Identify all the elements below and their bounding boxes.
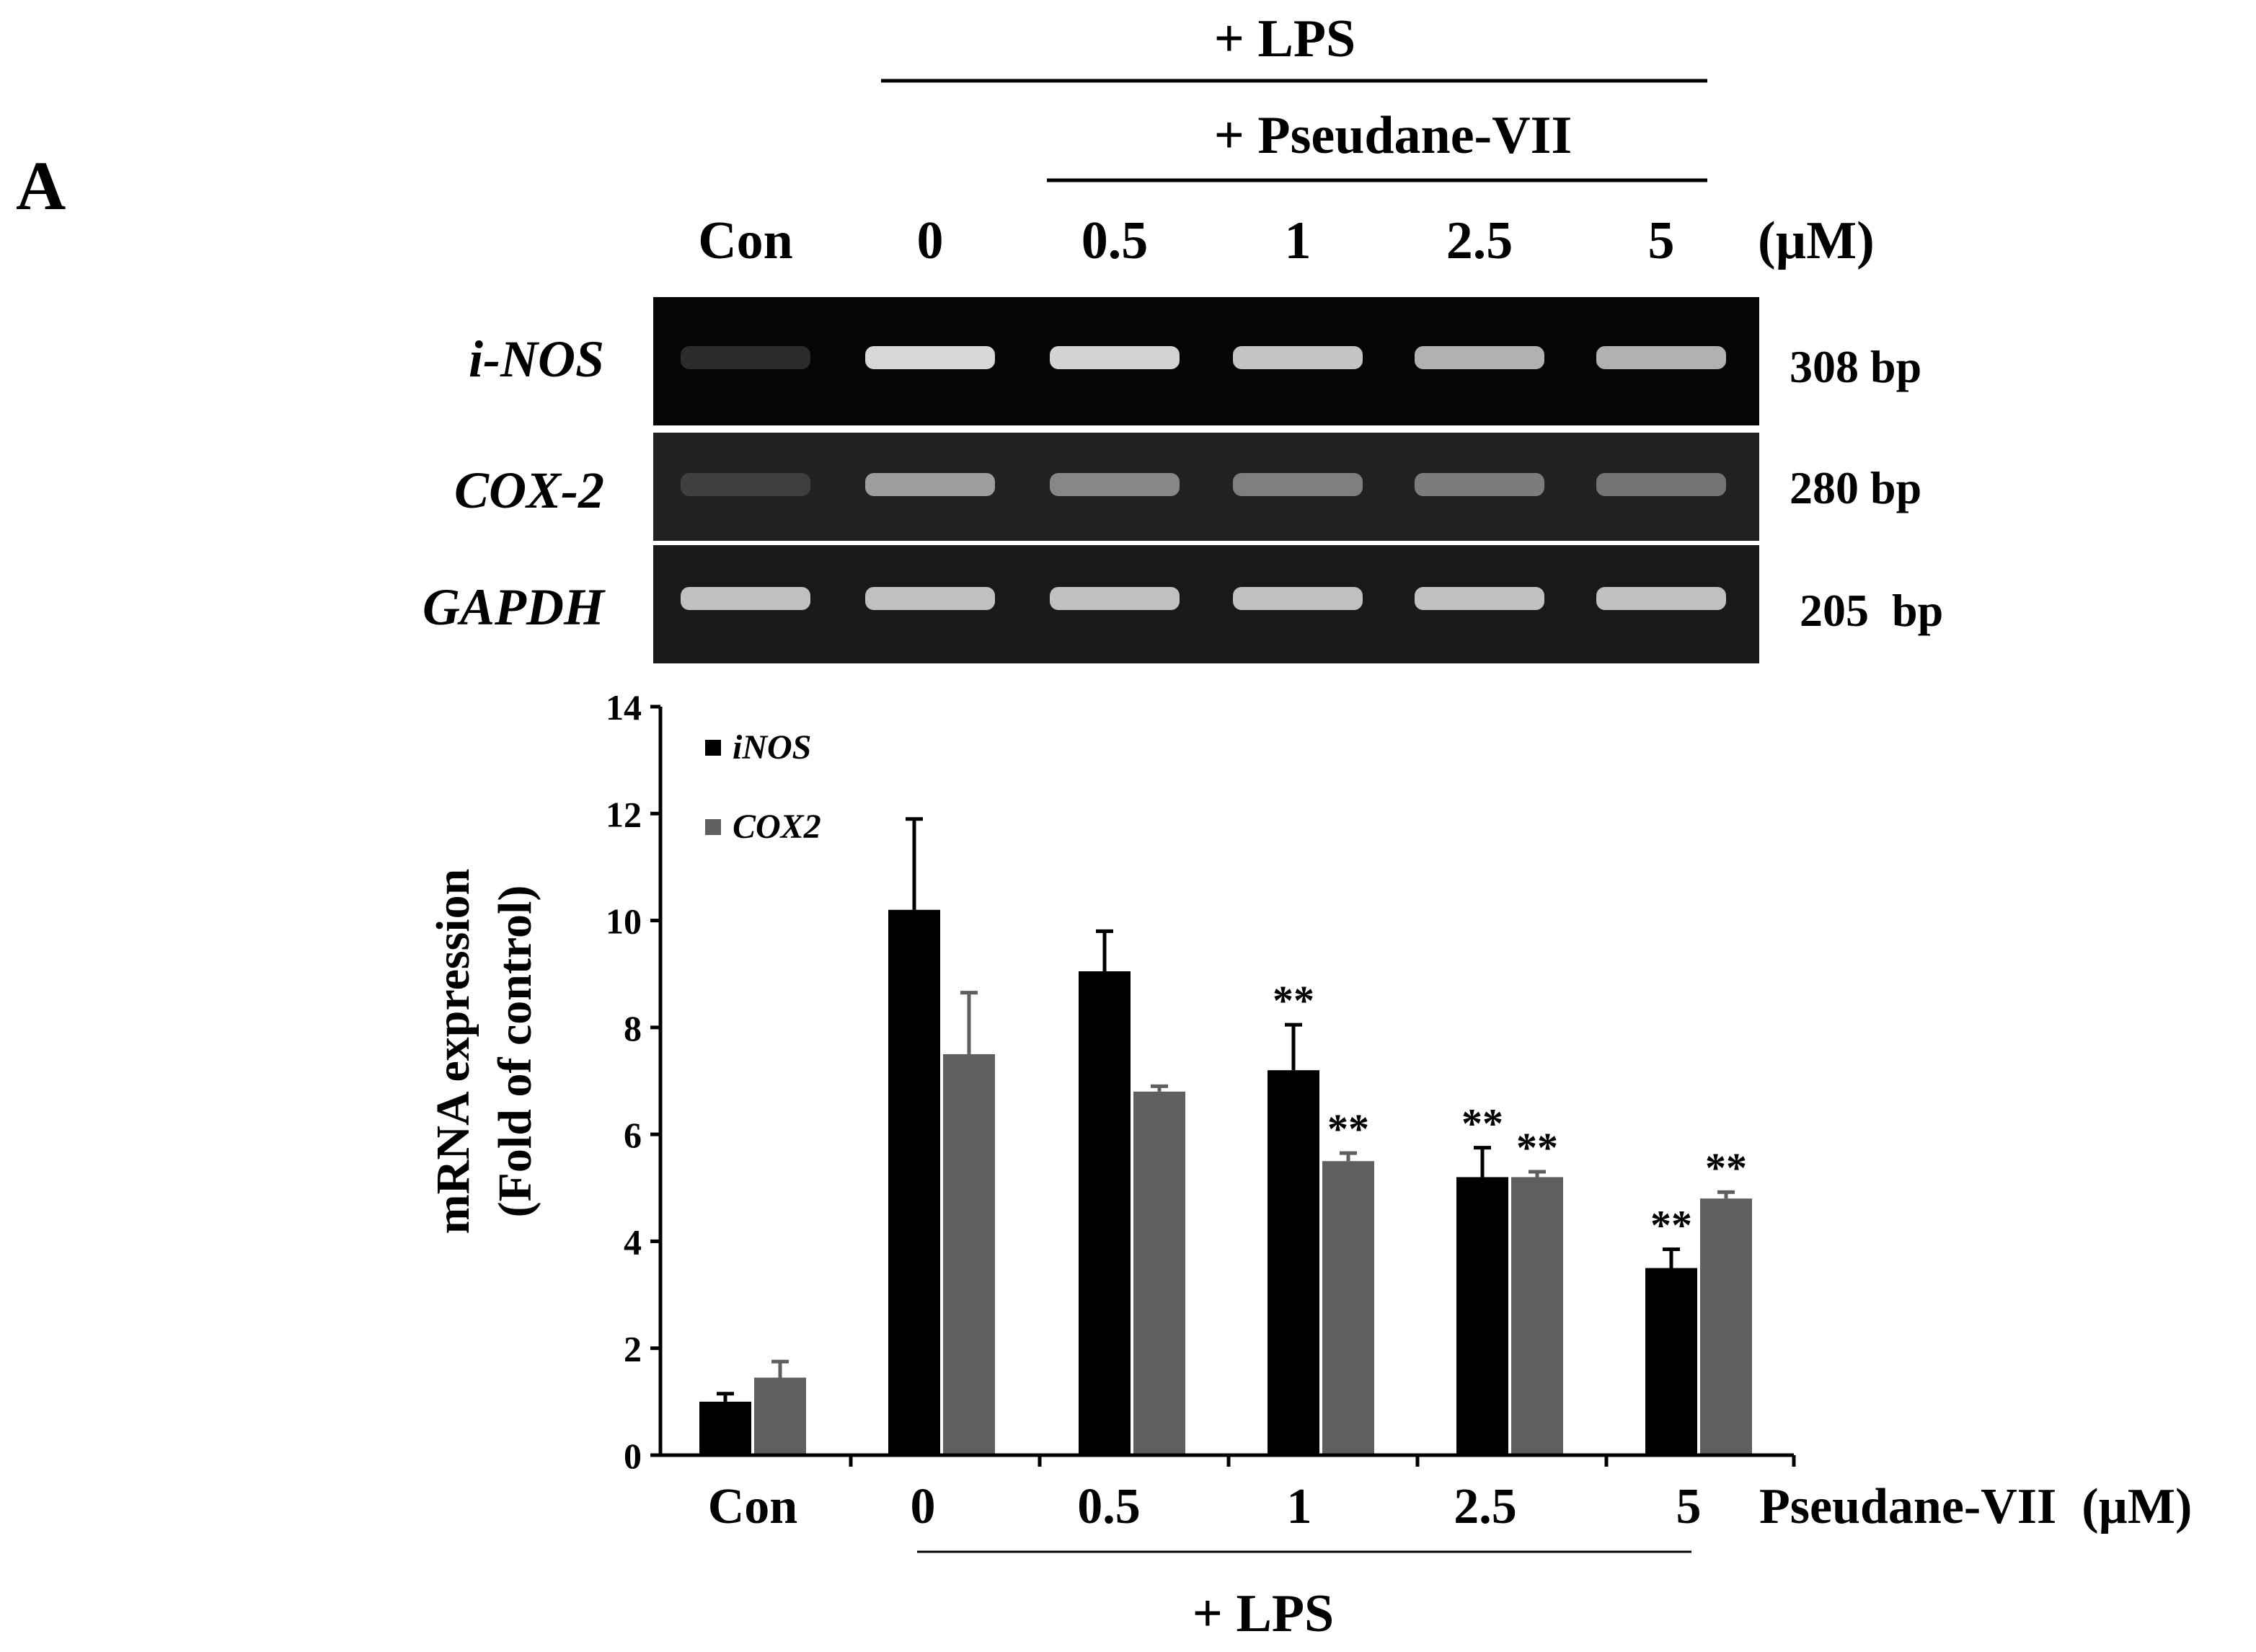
gel-row-gapdh: GAPDH 205 bp xyxy=(423,545,1943,663)
header-unit-label: (µM) xyxy=(1758,211,1875,270)
x-tick-label: 1 xyxy=(1287,1479,1312,1534)
y-tick-label: 6 xyxy=(624,1115,642,1155)
y-axis-label-line1: mRNA expression xyxy=(427,869,479,1234)
lane-label: 1 xyxy=(1285,211,1311,270)
gel-band xyxy=(1596,473,1726,496)
legend-swatch-cox2 xyxy=(705,819,721,835)
x-tick-label: 0 xyxy=(911,1479,936,1534)
y-tick-label: 12 xyxy=(606,794,642,834)
significance-mark: ** xyxy=(1705,1144,1747,1191)
gel-gene-label: GAPDH xyxy=(423,578,606,636)
x-tick-label: 2.5 xyxy=(1454,1479,1517,1534)
y-axis-label-line2: (Fold of control) xyxy=(489,885,541,1218)
gel-size-label: 205 bp xyxy=(1800,585,1943,636)
bar-cox2 xyxy=(1133,1091,1185,1455)
y-tick-label: 0 xyxy=(624,1436,642,1476)
gel-image: i-NOS 308 bp COX-2 280 bp GAPDH 205 bp xyxy=(423,297,1943,663)
gel-header: + LPS + Pseudane-VII Con 0 0.5 1 2.5 5 (… xyxy=(698,9,1875,270)
gel-bands xyxy=(681,587,1726,610)
x-tick-label: Con xyxy=(708,1479,797,1534)
gel-size-label: 308 bp xyxy=(1790,341,1921,392)
y-tick-label: 8 xyxy=(624,1008,642,1048)
gel-row-background xyxy=(653,433,1759,541)
gel-band xyxy=(865,473,995,496)
gel-band xyxy=(681,346,810,369)
bar-cox2 xyxy=(1322,1161,1374,1455)
bar-inos xyxy=(1079,971,1131,1455)
gel-band xyxy=(1050,473,1180,496)
error-bars xyxy=(717,817,1735,1402)
legend-swatch-inos xyxy=(705,740,721,756)
legend-label-cox2: COX2 xyxy=(733,808,821,846)
y-tick-label: 14 xyxy=(606,687,642,728)
lane-label: 0.5 xyxy=(1081,211,1149,270)
x-tick-labels: Con 0 0.5 1 2.5 5 xyxy=(708,1479,1702,1534)
bar-inos xyxy=(1456,1177,1508,1455)
gel-band xyxy=(1415,346,1544,369)
header-treatment-label: + Pseudane-VII xyxy=(1214,106,1572,165)
gel-row-background xyxy=(653,545,1759,663)
significance-mark: ** xyxy=(1650,1202,1692,1249)
bars xyxy=(699,909,1752,1455)
gel-band xyxy=(1415,473,1544,496)
gel-band xyxy=(1233,346,1363,369)
gel-bands xyxy=(681,346,1726,369)
y-tick-label: 10 xyxy=(606,901,642,942)
y-axis: 0 2 4 6 8 10 12 14 xyxy=(606,687,663,1476)
bottom-lps-label: + LPS xyxy=(1193,1584,1334,1643)
y-tick-label: 2 xyxy=(624,1329,642,1369)
y-axis-label: mRNA expression (Fold of control) xyxy=(427,869,541,1234)
gel-band xyxy=(1233,587,1363,610)
legend: iNOS COX2 xyxy=(705,728,821,846)
significance-marks: ** ** ** ** ** ** xyxy=(1273,977,1747,1248)
lane-label: 0 xyxy=(917,211,944,270)
legend-label-inos: iNOS xyxy=(733,728,811,767)
lane-label: Con xyxy=(698,211,793,270)
lane-label: 2.5 xyxy=(1446,211,1513,270)
x-axis-label: Pseudane-VII (µM) xyxy=(1759,1479,2192,1534)
lane-labels: Con 0 0.5 1 2.5 5 xyxy=(698,211,1674,270)
gel-bands xyxy=(681,473,1726,496)
panel-label: A xyxy=(16,147,66,224)
significance-mark: ** xyxy=(1516,1124,1558,1171)
bar-cox2 xyxy=(943,1054,995,1455)
significance-mark: ** xyxy=(1461,1100,1503,1147)
gel-band xyxy=(681,587,810,610)
gel-row-inos: i-NOS 308 bp xyxy=(469,297,1921,425)
gel-band xyxy=(1596,587,1726,610)
gel-gene-label: i-NOS xyxy=(469,330,604,388)
y-tick-label: 4 xyxy=(624,1222,642,1262)
bar-inos xyxy=(1645,1268,1697,1455)
lane-label: 5 xyxy=(1648,211,1675,270)
significance-mark: ** xyxy=(1273,977,1314,1024)
bar-inos xyxy=(699,1401,751,1455)
gel-row-cox2: COX-2 280 bp xyxy=(454,433,1921,541)
bar-inos xyxy=(888,909,940,1455)
x-tick-label: 0.5 xyxy=(1077,1479,1141,1534)
gel-size-label: 280 bp xyxy=(1790,462,1921,513)
gel-band xyxy=(681,473,810,496)
gel-band xyxy=(865,346,995,369)
header-lps-label: + LPS xyxy=(1214,9,1355,69)
gel-band xyxy=(1596,346,1726,369)
x-tick-label: 5 xyxy=(1676,1479,1702,1534)
significance-mark: ** xyxy=(1327,1105,1369,1152)
gel-band xyxy=(1233,473,1363,496)
gel-row-background xyxy=(653,297,1759,425)
x-axis xyxy=(660,1453,1796,1467)
bar-cox2 xyxy=(1511,1177,1563,1455)
bar-cox2 xyxy=(1700,1198,1752,1455)
gel-band xyxy=(865,587,995,610)
bar-cox2 xyxy=(754,1377,806,1455)
gel-band xyxy=(1415,587,1544,610)
bar-inos xyxy=(1268,1070,1319,1455)
gel-gene-label: COX-2 xyxy=(454,461,604,519)
gel-band xyxy=(1050,346,1180,369)
gel-band xyxy=(1050,587,1180,610)
